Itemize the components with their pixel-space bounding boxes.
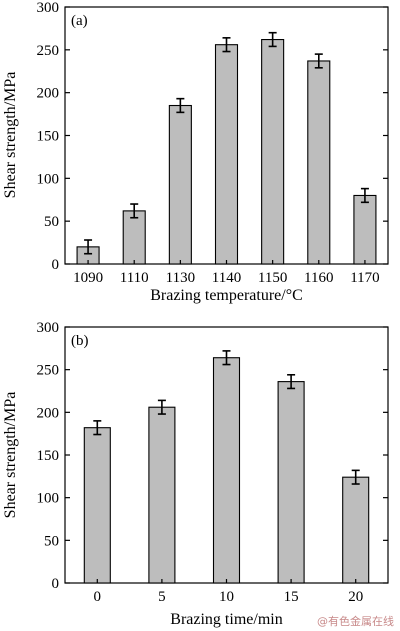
chart-panel-b: 0 50 100 150 200 250 300 0 5 10 15 20 (b) Brazing tim… [2, 320, 389, 628]
watermark: @有色金属在线 [317, 615, 394, 628]
x-tick-label-a-1090: 1090 [73, 270, 103, 286]
bar-a-1150 [261, 39, 285, 265]
bar-b-15 [277, 381, 305, 584]
y-tick-label-b-150: 150 [37, 448, 60, 464]
x-tick-label-a-1130: 1130 [166, 270, 195, 286]
x-tick-label-a-1160: 1160 [304, 270, 333, 286]
bar-b-5 [148, 406, 176, 584]
x-tick-label-b-20: 20 [348, 589, 363, 605]
y-tick-label-b-200: 200 [37, 405, 60, 421]
panel-label-a: (a) [71, 13, 88, 29]
x-tick-label-a-1170: 1170 [350, 270, 379, 286]
bar-a-1170 [353, 194, 377, 265]
x-tick-label-a-1110: 1110 [120, 270, 149, 286]
y-tick-label-a-0: 0 [52, 257, 60, 273]
bar-b-10 [212, 357, 241, 584]
y-axis-label-a: Shear strength/MPa [2, 72, 19, 199]
y-tick-label-a-200: 200 [37, 86, 60, 102]
x-tick-label-b-0: 0 [94, 589, 102, 605]
x-tick-label-b-15: 15 [284, 589, 299, 605]
bar-a-1130 [168, 104, 192, 265]
y-tick-label-b-0: 0 [52, 576, 60, 592]
bar-b-0 [83, 427, 111, 584]
bar-a-1160 [307, 60, 331, 265]
y-tick-label-a-250: 250 [37, 43, 60, 59]
y-tick-label-a-100: 100 [37, 171, 60, 187]
y-tick-label-b-50: 50 [44, 533, 59, 549]
y-tick-label-a-50: 50 [44, 214, 59, 230]
x-axis-label-b: Brazing time/min [170, 611, 282, 628]
panel-label-b: (b) [71, 333, 89, 349]
y-tick-label-b-300: 300 [37, 320, 60, 336]
bar-a-1110 [122, 210, 146, 265]
y-tick-label-a-150: 150 [37, 129, 60, 145]
bar-b-20 [342, 476, 370, 584]
x-tick-label-a-1140: 1140 [212, 270, 241, 286]
y-axis-label-b: Shear strength/MPa [2, 392, 19, 519]
x-tick-label-b-5: 5 [158, 589, 166, 605]
y-tick-label-b-250: 250 [37, 363, 60, 379]
y-tick-label-b-100: 100 [37, 491, 60, 507]
x-tick-label-a-1150: 1150 [258, 270, 287, 286]
x-axis-label-a: Brazing temperature/°C [150, 287, 303, 304]
chart-panel-a: 0 50 100 150 200 250 300 1090 1110 1130 1140 1150 11… [2, 0, 389, 304]
x-tick-label-b-10: 10 [219, 589, 234, 605]
bar-a-1140 [214, 44, 239, 265]
y-tick-label-a-300: 300 [37, 0, 60, 16]
